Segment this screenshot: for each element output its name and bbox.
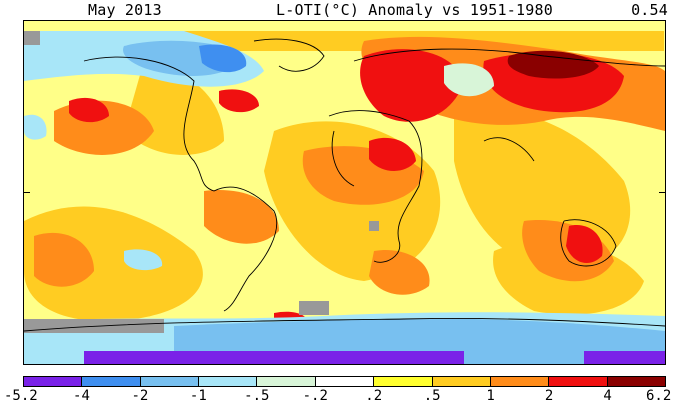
axis-tick-left: [24, 192, 30, 193]
legend-label: 1: [486, 388, 495, 404]
color-legend: [23, 376, 666, 387]
legend-label: .2: [365, 388, 383, 404]
legend-swatch: [432, 377, 491, 386]
legend-swatch: [315, 377, 375, 386]
legend-label: -.2: [302, 388, 328, 404]
legend-label: 4: [603, 388, 612, 404]
legend-swatch: [490, 377, 550, 386]
legend-swatch: [140, 377, 200, 386]
legend-label: 2: [544, 388, 554, 404]
legend-swatch: [374, 377, 433, 386]
legend-swatch: [82, 377, 141, 386]
legend-label: -5.2: [4, 388, 38, 404]
anomaly-field: [24, 21, 665, 364]
legend-label: -4: [73, 388, 90, 404]
temperature-anomaly-map: [23, 20, 666, 365]
map-title: L-OTI(°C) Anomaly vs 1951-1980: [276, 1, 553, 19]
legend-label: 6.2: [646, 388, 672, 404]
legend-swatch: [257, 377, 316, 386]
legend-swatch: [24, 377, 83, 386]
axis-tick-right: [659, 192, 665, 193]
legend-swatch: [199, 377, 258, 386]
map-date: May 2013: [88, 1, 162, 19]
legend-label: -2: [131, 388, 149, 404]
legend-label: .5: [423, 388, 441, 404]
coastlines: [24, 38, 665, 332]
global-mean-value: 0.54: [631, 1, 668, 19]
legend-label: -.5: [244, 388, 270, 404]
legend-label: -1: [189, 388, 207, 404]
legend-swatch: [549, 377, 608, 386]
legend-swatch: [607, 377, 665, 386]
